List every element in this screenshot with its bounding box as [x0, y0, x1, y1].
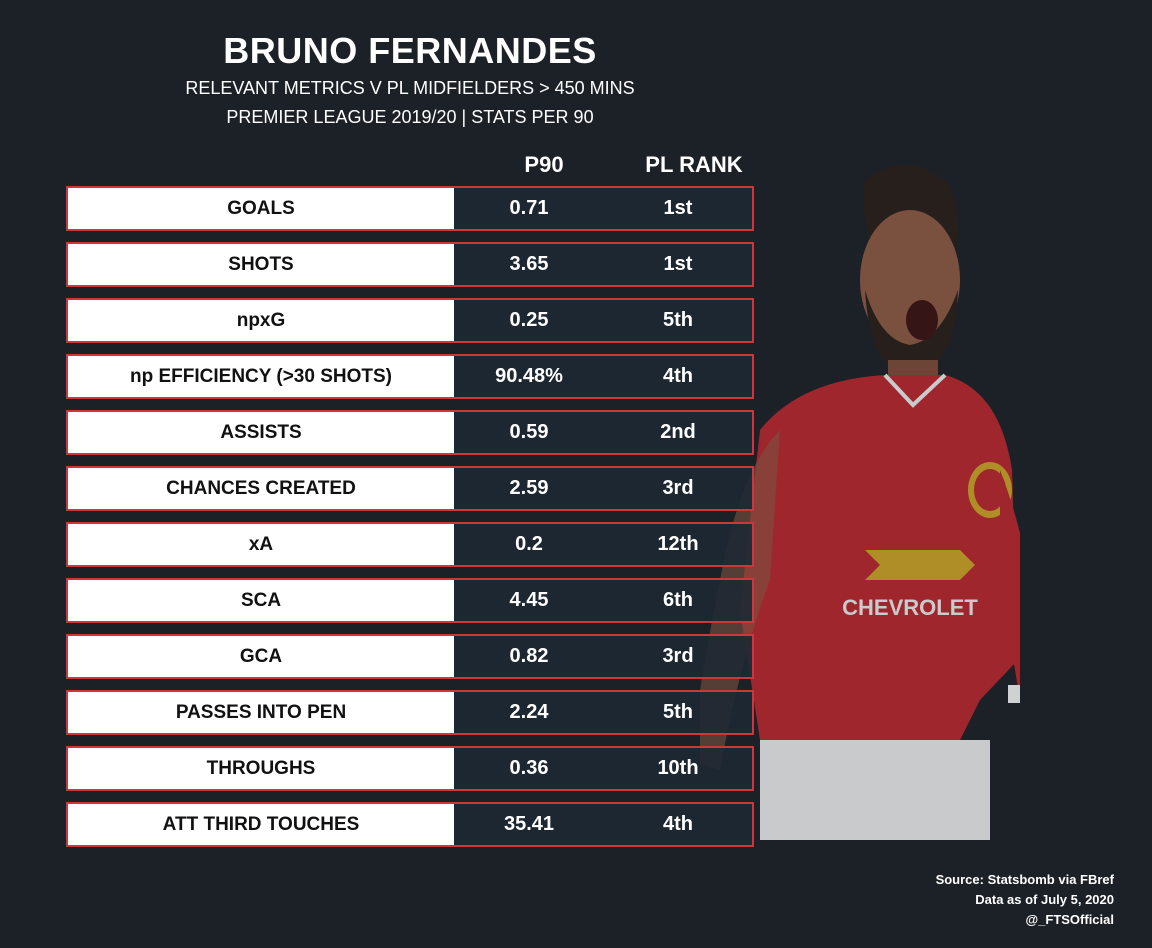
- metric-p90-value: 35.41: [454, 804, 604, 845]
- metric-p90-value: 0.82: [454, 636, 604, 677]
- metric-label: CHANCES CREATED: [68, 468, 454, 509]
- metric-pl-rank: 1st: [604, 188, 752, 229]
- metric-p90-value: 0.25: [454, 300, 604, 341]
- player-mouth: [906, 300, 938, 340]
- table-row: ASSISTS 0.59 2nd: [66, 410, 754, 455]
- stats-table: GOALS 0.71 1st SHOTS 3.65 1st npxG 0.25 5th np EF…: [66, 186, 754, 858]
- table-row: xA 0.2 12th: [66, 522, 754, 567]
- table-row: SCA 4.45 6th: [66, 578, 754, 623]
- metric-label: xA: [68, 524, 454, 565]
- table-row: SHOTS 3.65 1st: [66, 242, 754, 287]
- metric-label: ATT THIRD TOUCHES: [68, 804, 454, 845]
- metric-pl-rank: 5th: [604, 300, 752, 341]
- metric-p90-value: 0.36: [454, 748, 604, 789]
- player-shorts: [760, 740, 990, 840]
- sponsor-logo-text: CHEVROLET: [842, 595, 978, 620]
- chart-subtitle-1: RELEVANT METRICS V PL MIDFIELDERS > 450 …: [185, 78, 635, 98]
- metric-p90-value: 4.45: [454, 580, 604, 621]
- metric-label: GCA: [68, 636, 454, 677]
- metric-label: ASSISTS: [68, 412, 454, 453]
- table-row: np EFFICIENCY (>30 SHOTS) 90.48% 4th: [66, 354, 754, 399]
- metric-pl-rank: 6th: [604, 580, 752, 621]
- metric-pl-rank: 3rd: [604, 468, 752, 509]
- table-row: CHANCES CREATED 2.59 3rd: [66, 466, 754, 511]
- metric-p90-value: 2.24: [454, 692, 604, 733]
- chart-title: BRUNO FERNANDES: [223, 30, 597, 71]
- metric-pl-rank: 3rd: [604, 636, 752, 677]
- metric-pl-rank: 1st: [604, 244, 752, 285]
- metric-label: THROUGHS: [68, 748, 454, 789]
- footer: Source: Statsbomb via FBref Data as of J…: [936, 870, 1114, 930]
- metric-pl-rank: 2nd: [604, 412, 752, 453]
- player-collar: [883, 373, 947, 408]
- column-header-rank: PL RANK: [645, 152, 743, 177]
- metric-p90-value: 3.65: [454, 244, 604, 285]
- wristband: [1008, 685, 1020, 703]
- metric-pl-rank: 10th: [604, 748, 752, 789]
- metric-label: npxG: [68, 300, 454, 341]
- metric-p90-value: 0.59: [454, 412, 604, 453]
- metric-label: GOALS: [68, 188, 454, 229]
- metric-label: PASSES INTO PEN: [68, 692, 454, 733]
- metric-label: SCA: [68, 580, 454, 621]
- metric-pl-rank: 5th: [604, 692, 752, 733]
- metric-p90-value: 90.48%: [454, 356, 604, 397]
- chart-subtitle-2: PREMIER LEAGUE 2019/20 | STATS PER 90: [226, 107, 594, 127]
- footer-source: Source: Statsbomb via FBref: [935, 872, 1114, 887]
- table-row: GOALS 0.71 1st: [66, 186, 754, 231]
- sponsor-logo-icon: [865, 550, 975, 580]
- metric-p90-value: 0.2: [454, 524, 604, 565]
- table-row: PASSES INTO PEN 2.24 5th: [66, 690, 754, 735]
- header: BRUNO FERNANDES RELEVANT METRICS V PL MI…: [0, 28, 820, 132]
- metric-label: np EFFICIENCY (>30 SHOTS): [68, 356, 454, 397]
- player-image: CHEVROLET: [700, 165, 1020, 840]
- metric-pl-rank: 12th: [604, 524, 752, 565]
- metric-p90-value: 2.59: [454, 468, 604, 509]
- table-row: ATT THIRD TOUCHES 35.41 4th: [66, 802, 754, 847]
- table-row: npxG 0.25 5th: [66, 298, 754, 343]
- footer-handle: @_FTSOfficial: [1025, 912, 1114, 927]
- metric-p90-value: 0.71: [454, 188, 604, 229]
- footer-date: Data as of July 5, 2020: [975, 892, 1114, 907]
- table-row: GCA 0.82 3rd: [66, 634, 754, 679]
- player-beard: [865, 290, 958, 380]
- metric-label: SHOTS: [68, 244, 454, 285]
- table-row: THROUGHS 0.36 10th: [66, 746, 754, 791]
- metric-pl-rank: 4th: [604, 356, 752, 397]
- column-header-p90: P90: [524, 152, 564, 177]
- metric-pl-rank: 4th: [604, 804, 752, 845]
